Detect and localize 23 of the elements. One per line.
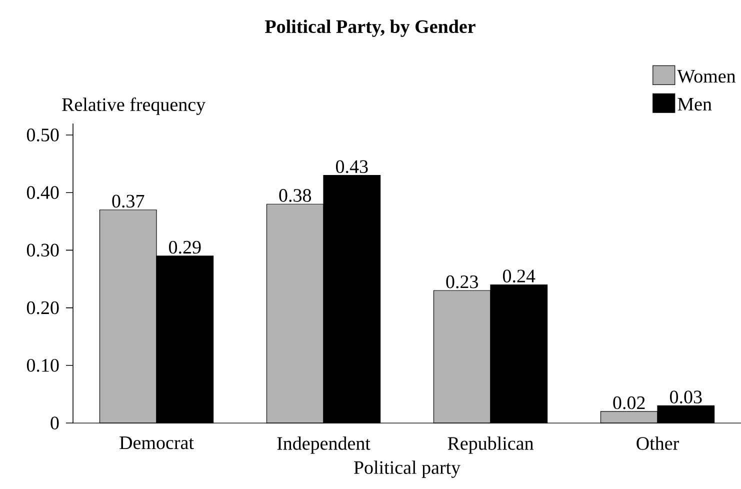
data-label: 0.03 bbox=[670, 390, 702, 404]
legend-label: Women bbox=[677, 70, 736, 83]
data-label: 0.37 bbox=[112, 194, 144, 208]
x-tick-label: Independent bbox=[277, 436, 370, 454]
data-label: 0.23 bbox=[446, 275, 478, 288]
legend-label: Men bbox=[678, 98, 712, 111]
x-tick-label: Democrat bbox=[120, 436, 194, 450]
y-axis-title: Relative frequency bbox=[62, 97, 206, 115]
y-tick-label: 0.20 bbox=[26, 301, 59, 314]
data-label: 0.02 bbox=[613, 396, 645, 410]
x-axis-title: Political party bbox=[354, 460, 461, 478]
data-label: 0.43 bbox=[336, 160, 368, 174]
data-label: 0.38 bbox=[279, 189, 312, 202]
y-tick-label: 0.50 bbox=[26, 128, 59, 142]
y-tick-label: 0.40 bbox=[26, 186, 59, 200]
y-tick-label: 0.10 bbox=[26, 358, 59, 372]
data-label: 0.29 bbox=[168, 240, 201, 254]
x-tick-label: Other bbox=[636, 436, 679, 450]
y-tick-label: 0.30 bbox=[26, 244, 59, 257]
x-tick-label: Republican bbox=[448, 436, 534, 454]
y-tick-label: 0 bbox=[50, 416, 59, 430]
chart-title: Political Party, by Gender bbox=[265, 20, 476, 37]
data-label: 0.24 bbox=[502, 270, 536, 283]
